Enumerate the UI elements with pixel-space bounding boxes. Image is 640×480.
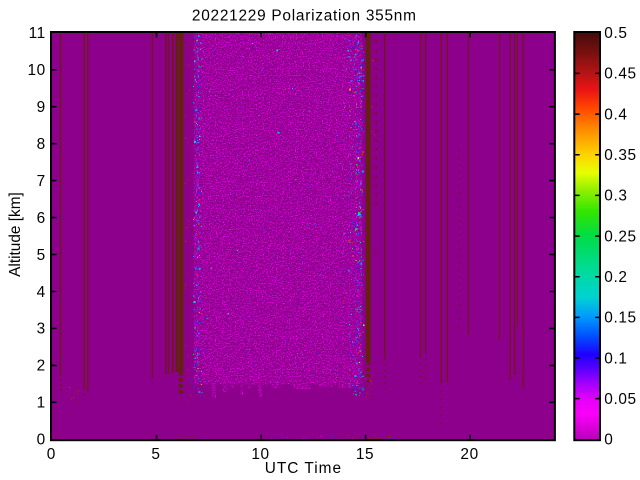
svg-text:3: 3 bbox=[37, 321, 46, 338]
svg-text:Altitude [km]: Altitude [km] bbox=[7, 192, 24, 277]
svg-text:0.5: 0.5 bbox=[604, 25, 627, 42]
svg-text:9: 9 bbox=[37, 99, 46, 116]
svg-text:0.45: 0.45 bbox=[604, 66, 636, 83]
svg-text:20221229 Polarization 355nm: 20221229 Polarization 355nm bbox=[192, 7, 417, 24]
svg-text:10: 10 bbox=[27, 62, 45, 79]
svg-text:10: 10 bbox=[251, 446, 269, 463]
svg-text:5: 5 bbox=[37, 247, 46, 264]
svg-text:1: 1 bbox=[37, 395, 46, 412]
svg-text:0.4: 0.4 bbox=[604, 106, 627, 123]
svg-text:0.2: 0.2 bbox=[604, 269, 627, 286]
svg-text:0.3: 0.3 bbox=[604, 188, 627, 205]
svg-text:0: 0 bbox=[47, 446, 56, 463]
svg-text:20: 20 bbox=[460, 446, 478, 463]
svg-text:7: 7 bbox=[37, 173, 46, 190]
svg-text:0.1: 0.1 bbox=[604, 350, 627, 367]
svg-text:0.05: 0.05 bbox=[604, 391, 636, 408]
svg-text:0: 0 bbox=[604, 432, 613, 449]
svg-text:6: 6 bbox=[37, 210, 46, 227]
svg-text:0.15: 0.15 bbox=[604, 310, 636, 327]
svg-text:5: 5 bbox=[151, 446, 160, 463]
svg-text:4: 4 bbox=[37, 284, 46, 301]
svg-text:0.35: 0.35 bbox=[604, 147, 636, 164]
svg-text:11: 11 bbox=[29, 25, 46, 42]
svg-text:2: 2 bbox=[37, 358, 46, 375]
svg-text:8: 8 bbox=[37, 136, 46, 153]
svg-text:0.25: 0.25 bbox=[604, 228, 636, 245]
svg-text:UTC Time: UTC Time bbox=[265, 460, 342, 477]
svg-text:0: 0 bbox=[37, 432, 46, 449]
svg-text:15: 15 bbox=[356, 446, 374, 463]
